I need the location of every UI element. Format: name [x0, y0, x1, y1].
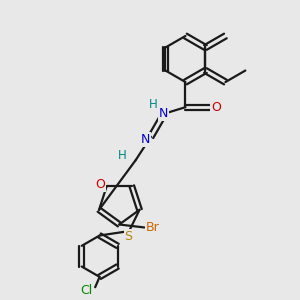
Text: H: H [118, 148, 127, 162]
Text: Cl: Cl [80, 284, 92, 297]
Text: N: N [159, 106, 168, 120]
Text: Br: Br [146, 221, 160, 234]
Text: S: S [124, 230, 133, 243]
Text: O: O [95, 178, 105, 191]
Text: N: N [141, 133, 150, 146]
Text: O: O [211, 101, 221, 114]
Text: H: H [148, 98, 157, 111]
